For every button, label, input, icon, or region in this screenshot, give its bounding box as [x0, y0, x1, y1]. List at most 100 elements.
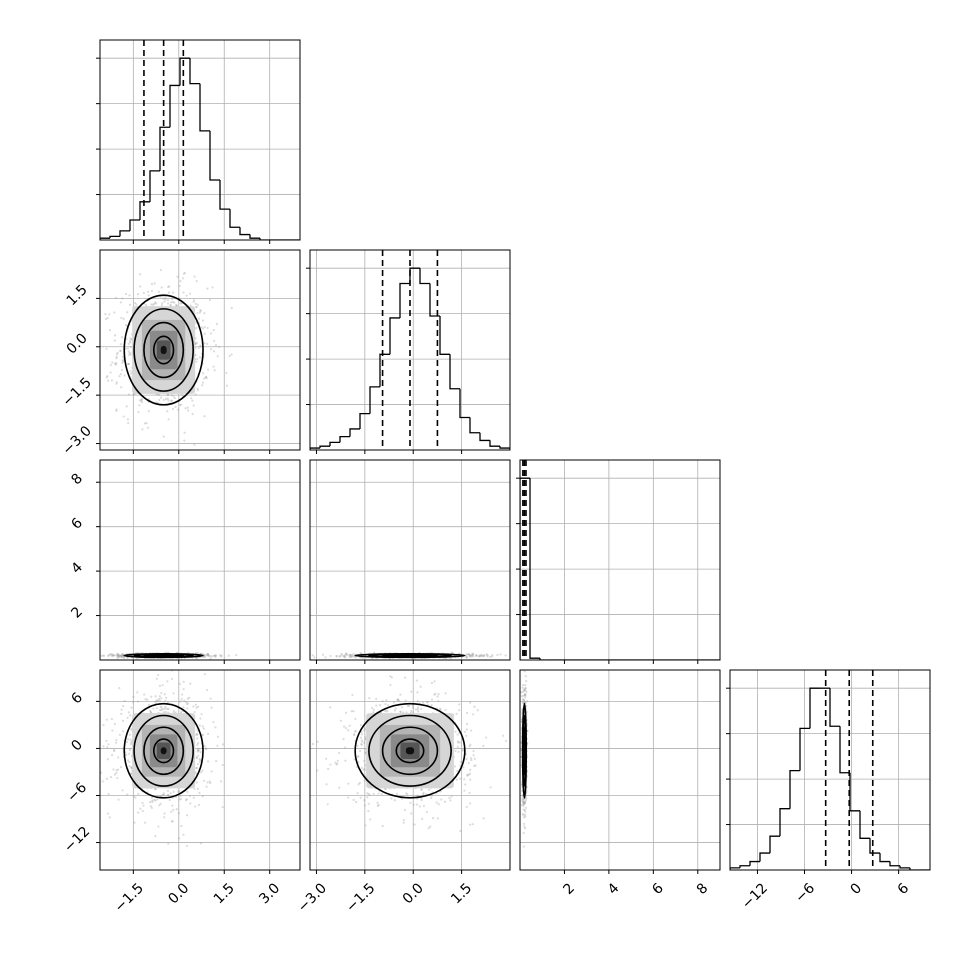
sample-point — [210, 770, 213, 773]
sample-point — [147, 294, 150, 297]
sample-point — [204, 655, 207, 658]
y-tick-label: −6 — [64, 780, 90, 806]
sample-point — [119, 372, 122, 376]
sample-point — [167, 707, 170, 710]
sample-point — [126, 418, 130, 421]
sample-point — [522, 822, 526, 826]
sample-point — [160, 794, 163, 797]
sample-point — [162, 793, 165, 796]
sample-point — [143, 693, 146, 696]
sample-point — [213, 339, 216, 343]
sample-point — [116, 652, 119, 656]
sample-point — [170, 810, 173, 814]
sample-point — [120, 708, 123, 711]
sample-point — [115, 741, 118, 744]
sample-point — [449, 657, 453, 660]
sample-point — [209, 348, 213, 351]
sample-point — [433, 693, 436, 696]
panel-background — [520, 670, 720, 870]
sample-point — [113, 722, 116, 726]
x-tick-label: 3.0 — [256, 880, 283, 907]
sample-point — [214, 726, 217, 729]
sample-point — [471, 654, 474, 657]
sample-point — [115, 408, 118, 411]
x-tick-label: 0.0 — [400, 880, 427, 907]
sample-point — [203, 744, 206, 747]
sample-point — [154, 788, 157, 791]
sample-point — [191, 399, 194, 402]
sample-point — [470, 729, 473, 732]
sample-point — [121, 789, 124, 792]
sample-point — [130, 772, 133, 775]
sample-point — [414, 708, 418, 711]
sample-point — [431, 817, 435, 820]
sample-point — [321, 653, 325, 656]
sample-point — [201, 733, 205, 736]
sample-point — [121, 653, 124, 656]
histogram-bin — [319, 445, 330, 449]
sample-point — [163, 300, 166, 303]
sample-point — [111, 655, 114, 658]
sample-point — [196, 750, 199, 753]
sample-point — [120, 654, 123, 657]
y-tick-label: 0.0 — [64, 330, 91, 357]
sample-point — [472, 653, 475, 656]
sample-point — [524, 693, 527, 696]
sample-point — [413, 823, 416, 826]
sample-point — [179, 700, 182, 703]
sample-point — [120, 766, 123, 769]
sample-point — [141, 401, 144, 404]
sample-point — [131, 700, 135, 704]
sample-point — [454, 730, 457, 733]
sample-point — [172, 709, 175, 713]
sample-point — [193, 805, 197, 808]
sample-point — [127, 362, 131, 366]
contour-line — [381, 726, 439, 776]
sample-point — [166, 680, 169, 683]
sample-point — [364, 824, 367, 827]
sample-point — [467, 653, 470, 656]
sample-point — [216, 744, 219, 747]
sample-point — [154, 799, 157, 802]
sample-point — [155, 677, 158, 680]
sample-point — [156, 798, 159, 801]
sample-point — [465, 656, 468, 659]
sample-point — [192, 796, 196, 799]
sample-point — [114, 334, 117, 337]
sample-point — [121, 361, 124, 364]
sample-point — [203, 325, 206, 329]
sample-point — [201, 384, 204, 387]
sample-point — [142, 804, 145, 807]
sample-point — [437, 692, 440, 696]
histogram-series — [520, 477, 720, 660]
sample-point — [105, 739, 108, 743]
density-series — [520, 670, 529, 848]
sample-point — [192, 404, 195, 407]
sample-point — [496, 653, 499, 657]
sample-point — [472, 749, 475, 753]
sample-point — [152, 707, 155, 710]
sample-point — [420, 788, 423, 791]
sample-point — [112, 768, 115, 771]
sample-point — [133, 301, 137, 305]
sample-point — [364, 736, 367, 739]
sample-point — [166, 302, 170, 305]
sample-point — [112, 653, 115, 657]
sample-point — [363, 727, 367, 731]
sample-point — [324, 656, 327, 659]
sample-point — [455, 778, 458, 781]
sample-point — [202, 727, 205, 730]
sample-point — [196, 743, 199, 747]
sample-point — [329, 763, 332, 766]
sample-point — [154, 695, 157, 698]
sample-point — [160, 286, 163, 289]
sample-point — [355, 800, 358, 804]
density-series — [311, 675, 508, 833]
sample-point — [228, 354, 231, 358]
sample-point — [145, 421, 148, 425]
sample-point — [363, 729, 366, 732]
sample-point — [348, 654, 352, 657]
sample-point — [463, 778, 466, 781]
sample-point — [454, 749, 457, 753]
histogram-bin — [129, 219, 140, 231]
